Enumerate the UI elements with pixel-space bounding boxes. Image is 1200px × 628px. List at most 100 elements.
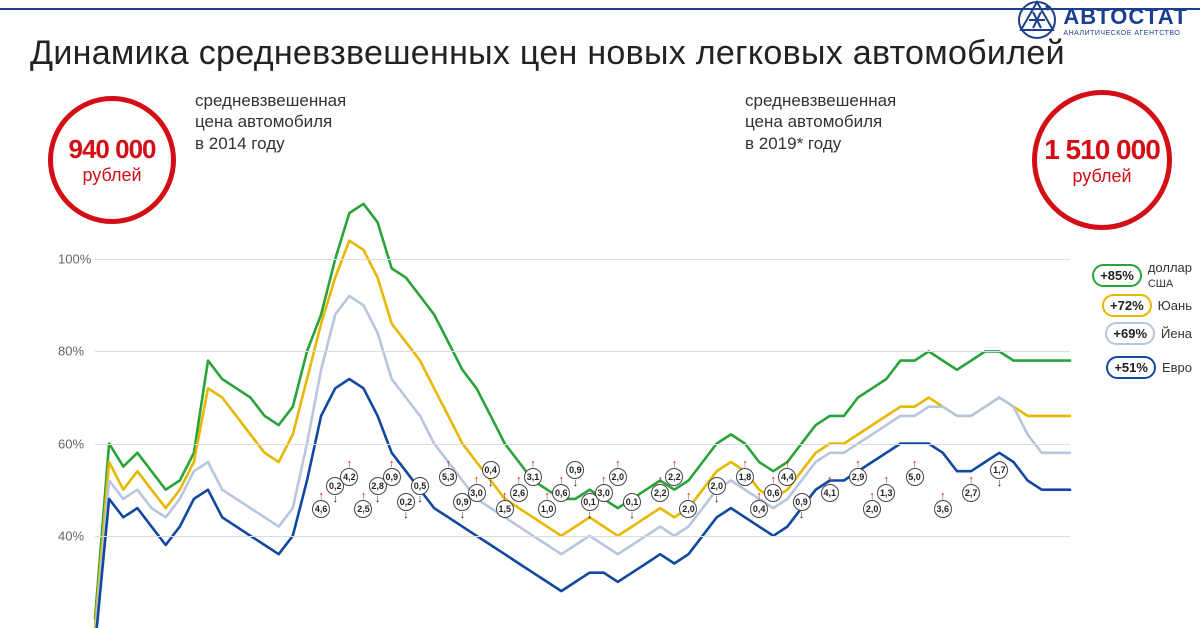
bubble-value: 1,8: [736, 468, 754, 486]
badge-unit: рублей: [82, 165, 141, 186]
bubble-value: 2,2: [665, 468, 683, 486]
legend-item: +51% Евро: [1106, 356, 1192, 379]
legend-item: +69% Йена: [1105, 322, 1192, 345]
bubble-value: 2,0: [609, 468, 627, 486]
arrow-up-icon: ↑: [601, 477, 607, 485]
data-bubble: ↑5,0: [906, 461, 924, 487]
data-bubble: ↑0,9: [383, 461, 401, 487]
data-bubble: ↑4,4: [778, 461, 796, 487]
arrow-down-icon: ↓: [629, 512, 635, 520]
bubble-value: 2,9: [849, 468, 867, 486]
page-title: Динамика средневзвешенных цен новых легк…: [30, 34, 1065, 73]
arrow-up-icon: ↑: [912, 461, 918, 469]
bubble-value: 4,2: [340, 468, 358, 486]
data-bubble: ↑2,7: [962, 477, 980, 503]
legend-label: Евро: [1162, 360, 1192, 375]
bubble-value: 0,4: [750, 500, 768, 518]
chart-area: 40%60%80%100%↑4,60,2↓↑4,2↑2,52,8↓↑0,90,2…: [30, 190, 1070, 628]
arrow-down-icon: ↓: [332, 496, 338, 504]
caption-2014: средневзвешенная цена автомобиля в 2014 …: [195, 90, 346, 154]
grid-line: [95, 259, 1070, 260]
chart-lines: [30, 190, 1070, 628]
legend-item: +72%Юань: [1102, 294, 1192, 317]
data-bubble: 2,0↓: [708, 477, 726, 504]
bubble-value: 3,1: [524, 468, 542, 486]
bubble-value: 3,6: [934, 500, 952, 518]
data-bubble: ↑4,1: [821, 477, 839, 503]
y-tick-label: 40%: [58, 528, 84, 543]
legend-pct: +72%: [1102, 294, 1152, 317]
y-tick-label: 100%: [58, 252, 91, 267]
data-bubble: 0,4↓: [482, 461, 500, 488]
bubble-value: 0,6: [764, 484, 782, 502]
grid-line: [95, 444, 1070, 445]
arrow-up-icon: ↑: [615, 461, 621, 469]
arrow-down-icon: ↓: [403, 512, 409, 520]
data-bubble: ↑3,1: [524, 461, 542, 487]
bubble-value: 5,0: [906, 468, 924, 486]
legend-item: +85% долларСША: [1092, 260, 1192, 290]
bubble-value: 1,0: [538, 500, 556, 518]
data-bubble: ↑2,0: [679, 493, 697, 519]
arrow-up-icon: ↑: [516, 477, 522, 485]
arrow-up-icon: ↑: [318, 493, 324, 501]
caption-2019: средневзвешенная цена автомобиля в 2019*…: [745, 90, 896, 154]
arrow-up-icon: ↑: [968, 477, 974, 485]
data-bubble: ↑2,9: [849, 461, 867, 487]
bubble-value: 3,0: [595, 484, 613, 502]
data-bubble: 0,9↓: [793, 493, 811, 520]
arrow-up-icon: ↑: [686, 493, 692, 501]
y-tick-label: 80%: [58, 344, 84, 359]
arrow-down-icon: ↓: [460, 512, 466, 520]
arrow-up-icon: ↑: [869, 493, 875, 501]
bubble-value: 2,2: [651, 484, 669, 502]
legend-label: Йена: [1161, 326, 1192, 341]
bubble-value: 2,7: [962, 484, 980, 502]
arrow-down-icon: ↓: [799, 512, 805, 520]
arrow-up-icon: ↑: [756, 493, 762, 501]
legend-label: долларСША: [1148, 260, 1192, 290]
arrow-down-icon: ↓: [573, 480, 579, 488]
arrow-up-icon: ↑: [657, 477, 663, 485]
arrow-up-icon: ↑: [672, 461, 678, 469]
data-bubble: 0,9↓: [566, 461, 584, 488]
arrow-down-icon: ↓: [587, 512, 593, 520]
grid-line: [95, 536, 1070, 537]
arrow-up-icon: ↑: [502, 493, 508, 501]
arrow-up-icon: ↑: [884, 477, 890, 485]
legend-pct: +69%: [1105, 322, 1155, 345]
arrow-up-icon: ↑: [771, 477, 777, 485]
arrow-up-icon: ↑: [530, 461, 536, 469]
arrow-up-icon: ↑: [827, 477, 833, 485]
data-bubble: ↑2,2: [665, 461, 683, 487]
arrow-up-icon: ↑: [361, 493, 367, 501]
grid-line: [95, 351, 1070, 352]
arrow-up-icon: ↑: [855, 461, 861, 469]
brand-name: АВТОСТАТ: [1063, 4, 1188, 30]
badge-value: 940 000: [69, 134, 156, 165]
legend-pct: +85%: [1092, 264, 1142, 287]
arrow-down-icon: ↓: [417, 496, 423, 504]
data-bubble: 1,7↓: [990, 461, 1008, 488]
data-bubble: ↑1,8: [736, 461, 754, 487]
data-bubble: 0,1↓: [623, 493, 641, 520]
bubble-value: 2,0: [863, 500, 881, 518]
legend-pct: +51%: [1106, 356, 1156, 379]
arrow-down-icon: ↓: [714, 496, 720, 504]
arrow-down-icon: ↓: [375, 496, 381, 504]
arrow-up-icon: ↑: [347, 461, 353, 469]
arrow-down-icon: ↓: [488, 480, 494, 488]
data-bubble: ↑1,3: [877, 477, 895, 503]
data-bubble: ↑4,2: [340, 461, 358, 487]
data-bubble: ↑3,6: [934, 493, 952, 519]
bubble-value: 4,4: [778, 468, 796, 486]
arrow-up-icon: ↑: [742, 461, 748, 469]
bubble-value: 4,1: [821, 484, 839, 502]
data-bubble: ↑5,3: [439, 461, 457, 487]
bubble-value: 0,9: [383, 468, 401, 486]
arrow-up-icon: ↑: [389, 461, 395, 469]
arrow-up-icon: ↑: [474, 477, 480, 485]
arrow-down-icon: ↓: [997, 480, 1003, 488]
bubble-value: 2,6: [510, 484, 528, 502]
bubble-value: 5,3: [439, 468, 457, 486]
